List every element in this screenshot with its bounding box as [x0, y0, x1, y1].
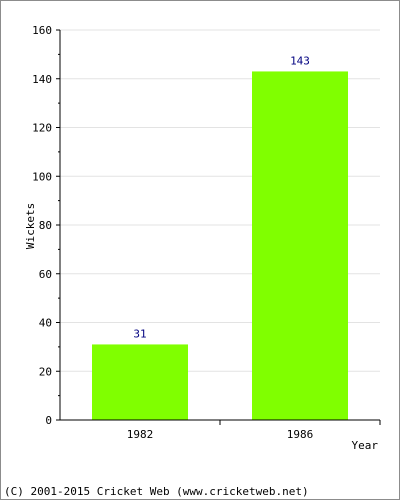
axes	[56, 29, 381, 425]
y-tick-label: 40	[39, 317, 52, 330]
x-tick-labels: 1982 1986	[127, 428, 314, 441]
y-tick-label: 0	[45, 414, 52, 427]
y-tick-label: 80	[39, 219, 52, 232]
bar	[252, 71, 348, 420]
y-tick-labels: 0 20 40 60 80 100 120 140 160	[32, 24, 52, 427]
data-label: 143	[290, 54, 310, 67]
y-tick-label: 160	[32, 24, 52, 37]
x-tick-label: 1986	[287, 428, 314, 441]
y-tick-label: 120	[32, 122, 52, 135]
data-label: 31	[133, 327, 146, 340]
x-tick-label: 1982	[127, 428, 154, 441]
x-axis-label: Year	[352, 439, 379, 452]
data-labels: 31 143	[133, 54, 310, 340]
y-tick-label: 20	[39, 365, 52, 378]
copyright-footer: (C) 2001-2015 Cricket Web (www.cricketwe…	[4, 485, 309, 498]
y-tick-label: 140	[32, 73, 52, 86]
y-axis-label: Wickets	[24, 203, 37, 249]
y-tick-label: 100	[32, 170, 52, 183]
bars	[92, 71, 348, 420]
bar	[92, 344, 188, 420]
y-tick-label: 60	[39, 268, 52, 281]
